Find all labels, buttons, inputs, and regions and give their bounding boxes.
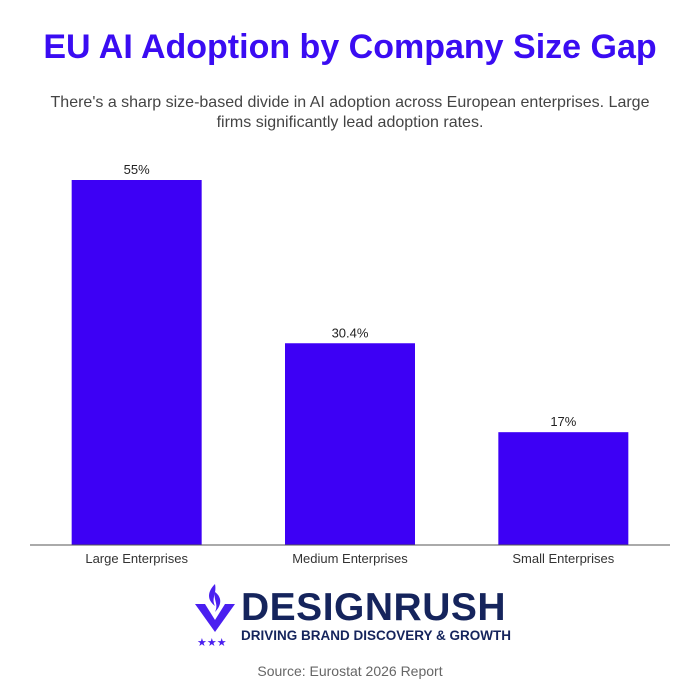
data-label: 55%	[124, 162, 150, 177]
svg-text:★★★: ★★★	[197, 637, 227, 649]
data-label: 30.4%	[332, 325, 369, 340]
logo-brand: DESIGNRUSH	[241, 586, 507, 629]
bar-chart: 55% Large Enterprises 30.4% Medium Enterpri…	[30, 162, 670, 566]
logo-tagline: DRIVING BRAND DISCOVERY & GROWTH	[241, 628, 512, 643]
bar	[285, 343, 415, 545]
source-note: Source: Eurostat 2026 Report	[257, 663, 443, 679]
chart-subtitle: There's a sharp size-based divide in AI …	[50, 94, 650, 131]
x-tick-label: Medium Enterprises	[292, 551, 408, 566]
data-label: 17%	[550, 414, 576, 429]
bar	[498, 432, 629, 545]
x-tick-label: Small Enterprises	[512, 551, 614, 566]
designrush-logo: ★★★ DESIGNRUSH DRIVING BRAND DISCOVERY &…	[193, 582, 513, 652]
chart-title: EU AI Adoption by Company Size Gap	[43, 28, 657, 66]
x-tick-label: Large Enterprises	[85, 551, 188, 566]
logo-icon: ★★★	[195, 584, 235, 649]
bar	[71, 180, 202, 545]
